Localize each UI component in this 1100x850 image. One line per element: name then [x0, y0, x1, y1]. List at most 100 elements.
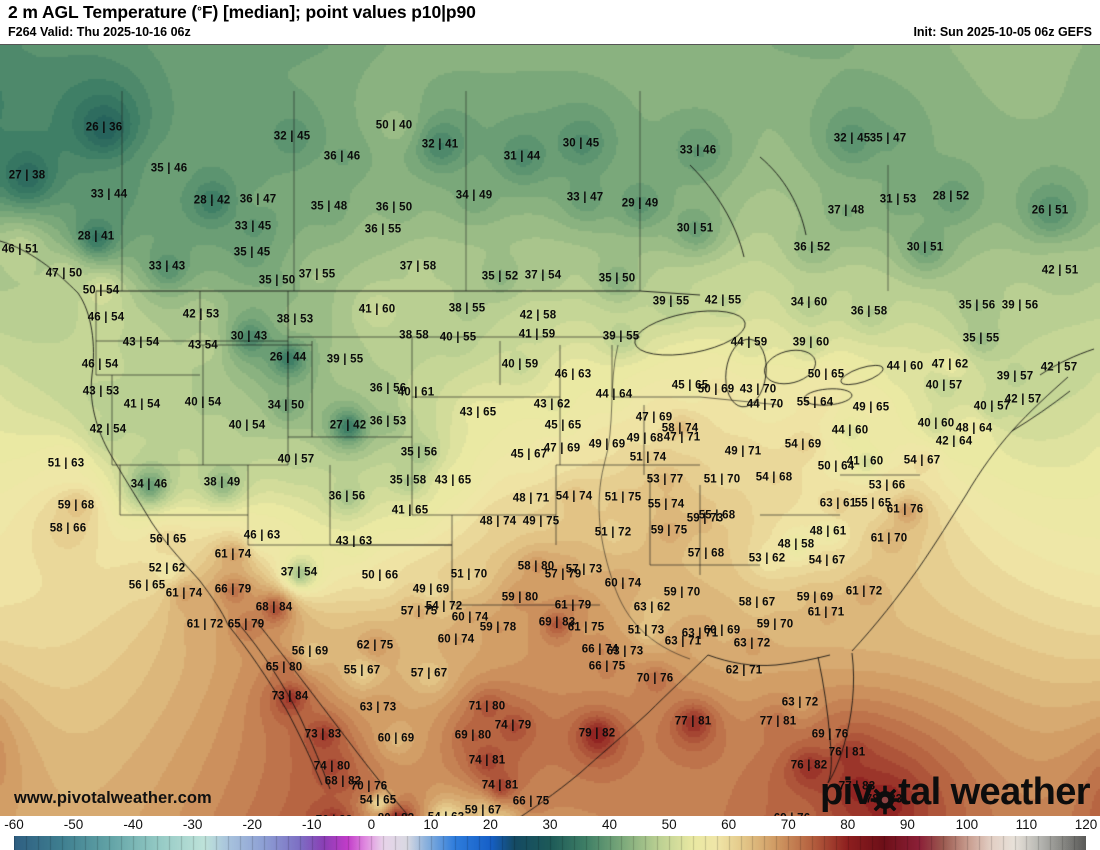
- map-point-value: 60 | 74: [437, 633, 475, 646]
- map-point-value: 33 | 43: [148, 260, 186, 273]
- map-point-value: 41 | 59: [518, 328, 556, 341]
- map-point-value: 36 | 55: [364, 223, 402, 236]
- map-point-value: 38 | 55: [448, 302, 486, 315]
- map-point-value: 77 | 81: [674, 715, 712, 728]
- map-point-value: 40 | 57: [277, 453, 315, 466]
- map-point-value: 50 | 54: [82, 284, 120, 297]
- colorbar-tick: -50: [63, 817, 84, 832]
- map-point-value: 41 | 54: [123, 398, 161, 411]
- colorbar-tick: 60: [721, 817, 737, 832]
- map-point-value: 59 | 69: [796, 591, 834, 604]
- map-point-value: 42 | 55: [704, 294, 742, 307]
- map-point-value: 68 | 84: [255, 601, 293, 614]
- map-point-value: 41 | 60: [358, 303, 396, 316]
- map-point-value: 63 | 73: [606, 645, 644, 658]
- map-point-value: 46 | 63: [243, 529, 281, 542]
- map-point-value: 59 | 73: [686, 512, 724, 525]
- map-point-value: 46 | 54: [81, 358, 119, 371]
- map-point-value: 60 | 69: [377, 732, 415, 745]
- map-point-value: 56 | 65: [128, 579, 166, 592]
- map-point-value: 44 | 70: [746, 398, 784, 411]
- map-point-value: 54 | 72: [425, 600, 463, 613]
- map-point-value: 58 | 80: [517, 560, 555, 573]
- colorbar-gradient-strip[interactable]: [14, 836, 1086, 850]
- map-point-value: 27 | 38: [8, 169, 46, 182]
- map-point-value: 35 | 50: [258, 274, 296, 287]
- map-point-value: 40 | 55: [439, 331, 477, 344]
- map-point-value: 80 | 83: [378, 813, 415, 816]
- map-point-value: 29 | 49: [621, 197, 659, 210]
- map-point-value: 43 | 63: [335, 535, 373, 548]
- map-point-value: 48 | 64: [955, 422, 993, 435]
- map-point-value: 48 | 74: [479, 515, 517, 528]
- map-point-value: 43 | 65: [434, 474, 472, 487]
- map-point-value: 59 | 80: [501, 591, 539, 604]
- brand-watermark: piv: [820, 771, 1091, 814]
- map-point-value: 56 | 69: [291, 645, 329, 658]
- map-point-value: 59 | 67: [464, 804, 502, 816]
- map-point-value: 49 | 65: [852, 401, 890, 414]
- colorbar-tick: 90: [899, 817, 915, 832]
- map-point-value: 70 | 76: [636, 672, 674, 685]
- map-point-value: 35 | 48: [310, 200, 348, 213]
- map-point-value: 30 | 45: [562, 137, 600, 150]
- map-point-value: 63 | 61: [819, 497, 857, 510]
- map-point-value: 62 | 75: [356, 639, 394, 652]
- colorbar-tick: 40: [602, 817, 618, 832]
- map-point-value: 76 | 82: [790, 759, 828, 772]
- map-point-value: 43 | 70: [739, 383, 777, 396]
- map-point-value: 35 | 47: [869, 132, 907, 145]
- map-point-value: 34 | 50: [267, 399, 305, 412]
- map-point-value: 54 | 65: [359, 794, 397, 807]
- map-point-value: 55 | 65: [854, 497, 892, 510]
- map-point-value: 74 | 81: [481, 779, 519, 792]
- colorbar[interactable]: -60 -50 -40 -30 -20 -10 0 10 20 30 40 50 60 70 80 90 100…: [0, 816, 1100, 850]
- map-point-value: 54 | 68: [755, 471, 793, 484]
- init-time-label: Init: Sun 2025-10-05 06z GEFS: [913, 25, 1092, 39]
- map-point-value: 54 | 67: [903, 454, 941, 467]
- map-point-value: 32 | 45: [273, 130, 311, 143]
- map-point-value: 35 | 56: [400, 446, 438, 459]
- temperature-map[interactable]: 26 | 36 27 | 38 35 | 46 33 | 44 32 | 45 50 | …: [0, 44, 1100, 816]
- map-point-value: 62 | 71: [725, 664, 763, 677]
- colorbar-tick: 110: [1015, 817, 1038, 832]
- map-point-value: 50 | 40: [375, 119, 413, 132]
- map-point-value: 51 | 75: [604, 491, 642, 504]
- map-point-value: 51 | 63: [47, 457, 85, 470]
- title-prefix: 2 m AGL Temperature (: [8, 2, 198, 22]
- map-point-value: 42 | 57: [1004, 393, 1042, 406]
- map-point-value: 37 | 58: [399, 260, 437, 273]
- colorbar-tick: -10: [302, 817, 322, 832]
- map-point-value: 39 | 55: [326, 353, 364, 366]
- map-point-value: 61 | 76: [886, 503, 924, 516]
- map-point-value: 66 | 75: [512, 795, 550, 808]
- map-point-value: 69 | 83: [538, 616, 576, 629]
- map-header: 2 m AGL Temperature (°F) [median]; point…: [0, 0, 1100, 44]
- map-point-value: 30 | 51: [906, 241, 944, 254]
- colorbar-tick: 30: [542, 817, 558, 832]
- colorbar-tick: 0: [367, 817, 376, 832]
- map-point-value: 39 | 56: [1001, 299, 1039, 312]
- map-point-value: 48 | 58: [777, 538, 815, 551]
- map-point-value: 59 | 75: [650, 524, 688, 537]
- map-point-value: 57 | 73: [565, 563, 603, 576]
- map-point-value: 28 | 41: [77, 230, 115, 243]
- map-point-value: 55 | 64: [796, 396, 834, 409]
- map-point-value: 61 | 75: [567, 621, 605, 634]
- map-point-value: 53 | 62: [748, 552, 786, 565]
- map-point-value: 74 | 80: [313, 760, 351, 773]
- map-point-value: 68 | 82: [324, 775, 362, 788]
- map-point-value: 49 | 68: [626, 432, 664, 445]
- map-point-value: 51 | 73: [627, 624, 665, 637]
- map-point-value: 43 | 54: [122, 336, 160, 349]
- map-point-value: 61 | 71: [807, 606, 845, 619]
- map-point-value: 40 | 59: [501, 358, 539, 371]
- map-point-value: 37 | 48: [827, 204, 865, 217]
- map-point-value: 60 | 69: [703, 624, 741, 637]
- map-point-value: 59 | 78: [479, 621, 517, 634]
- map-point-value: 77 | 83: [838, 780, 876, 793]
- map-point-value: 33 | 44: [90, 188, 128, 201]
- colorbar-tick: -20: [242, 817, 262, 832]
- map-point-value: 60 | 74: [451, 611, 489, 624]
- map-point-value: 33 | 45: [234, 220, 272, 233]
